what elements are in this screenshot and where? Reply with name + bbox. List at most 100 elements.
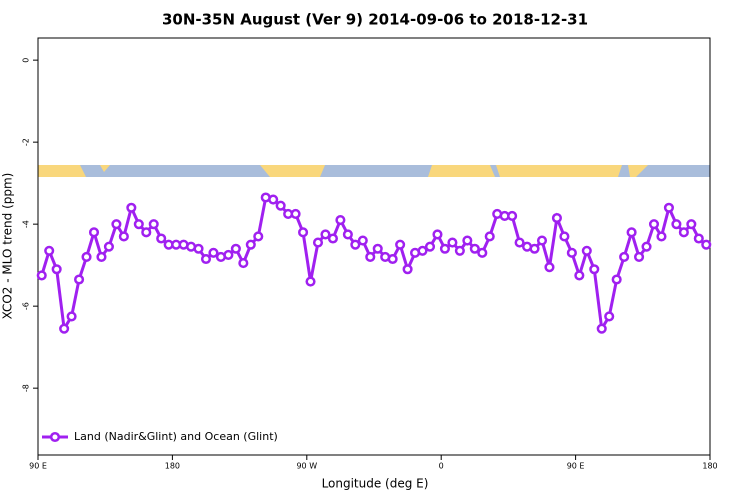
data-point [589,264,600,275]
data-point [701,239,712,250]
y-tick-label: -6 [22,302,31,310]
chart-title: 30N-35N August (Ver 9) 2014-09-06 to 201… [162,11,588,29]
data-point [581,245,592,256]
data-point [529,243,540,254]
data-point [350,239,361,250]
data-point [111,219,122,230]
x-tick-label: 90 E [567,462,585,471]
data-point [141,227,152,238]
data-point [447,237,458,248]
land-segment [100,165,110,172]
data-point [81,251,92,263]
data-point [290,208,301,219]
data-point [626,227,637,238]
data-point [335,215,346,226]
data-point [103,241,114,252]
data-point [507,210,518,222]
data-point [96,251,107,263]
land-segment [496,165,622,177]
data-point [424,241,436,252]
data-point [357,235,368,246]
data-point [395,239,406,250]
data-point [648,219,660,230]
data-point [432,229,443,240]
data-point [365,251,376,263]
x-tick-label: 180 [165,462,180,471]
data-point [268,194,279,205]
data-point [275,200,286,211]
y-tick-label: -4 [22,220,31,228]
data-point [402,264,413,275]
data-point [686,219,697,230]
data-point [619,251,630,263]
data-point [230,243,241,254]
data-point [51,264,62,275]
land-segment [628,165,648,177]
legend-label: Land (Nadir&Glint) and Ocean (Glint) [74,430,278,443]
data-point [66,311,77,322]
data-point [574,270,585,281]
data-point [454,245,465,256]
data-point [59,323,70,334]
data-point [193,243,204,254]
data-point [133,219,144,230]
data-point [641,241,652,252]
data-point [484,231,495,242]
data-point [327,233,338,244]
data-point [596,323,607,334]
data-point [148,219,159,230]
data-point [118,231,129,242]
data-point [536,235,548,246]
x-tick-label: 0 [439,462,444,471]
data-point [305,276,316,287]
data-point [514,237,525,248]
data-point [238,258,249,269]
data-point [36,270,47,281]
data-point [44,245,55,256]
land-ocean-band [38,165,710,177]
x-axis-label: Longitude (deg E) [322,477,429,491]
data-point [372,243,383,254]
data-point [656,231,667,242]
data-point [200,253,212,265]
data-point [693,233,704,244]
data-point [126,202,137,213]
data-point [634,251,645,263]
x-tick-label: 180 [702,462,717,471]
land-segment [38,165,86,177]
data-point [469,243,480,254]
data-point [566,247,577,258]
data-point [671,219,682,230]
data-point [156,233,167,244]
data-point [342,229,353,240]
data-point [439,243,450,254]
legend-marker [49,431,61,443]
data-point [477,247,488,258]
data-point [551,212,562,224]
data-point [462,235,473,246]
data-point [253,231,264,242]
data-point [559,231,570,242]
data-point [298,227,309,238]
land-segment [428,165,495,177]
data-point [663,202,674,213]
y-tick-label: -8 [22,384,31,392]
y-axis-label: XCO2 - MLO trend (ppm) [1,173,15,320]
data-point [544,262,555,273]
data-point [223,249,234,260]
data-point [604,311,615,322]
x-tick-label: 90 E [29,462,47,471]
data-point [320,229,331,240]
data-point [312,237,324,248]
data-point [208,247,219,258]
data-point [417,245,428,256]
data-point [245,239,256,250]
data-point [387,253,398,265]
data-point [88,227,100,238]
land-segment [260,165,325,177]
data-point [678,227,689,238]
y-tick-label: 0 [22,58,31,63]
data-point [611,274,622,285]
data-point [74,274,85,285]
